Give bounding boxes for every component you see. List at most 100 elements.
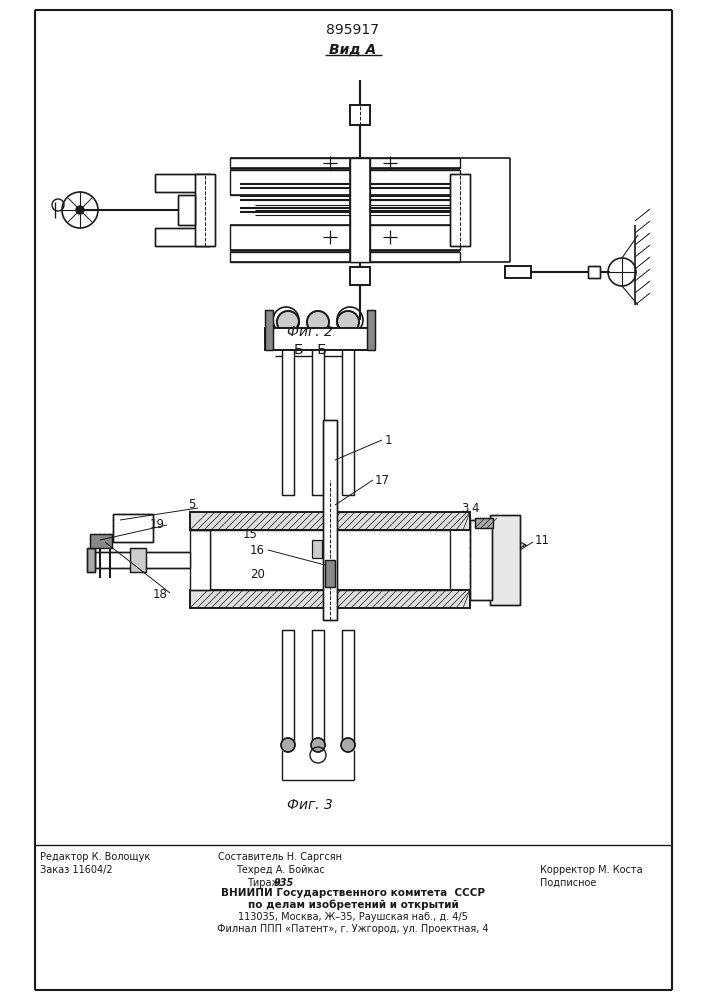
Bar xyxy=(113,514,153,542)
Text: Б - Б: Б - Б xyxy=(293,343,327,357)
Circle shape xyxy=(341,738,355,752)
Bar xyxy=(282,320,294,495)
Bar xyxy=(342,320,354,495)
Text: Редактор К. Волощук: Редактор К. Волощук xyxy=(40,852,151,862)
Bar xyxy=(195,174,215,246)
Text: 3: 3 xyxy=(461,502,469,514)
Bar xyxy=(230,158,460,168)
Text: 1: 1 xyxy=(385,434,392,446)
Bar xyxy=(342,630,354,745)
Text: 16: 16 xyxy=(250,544,265,556)
Text: 19: 19 xyxy=(150,518,165,532)
Bar xyxy=(230,225,460,250)
Bar xyxy=(475,518,493,528)
Text: Фиг. 3: Фиг. 3 xyxy=(287,798,333,812)
Bar xyxy=(230,252,460,262)
Bar xyxy=(312,540,322,558)
Bar xyxy=(195,174,215,246)
Bar xyxy=(312,630,324,745)
Bar xyxy=(312,630,324,745)
Bar xyxy=(312,320,324,495)
Text: 11: 11 xyxy=(535,534,550,546)
Bar xyxy=(505,266,531,278)
Bar xyxy=(450,174,470,246)
Bar xyxy=(350,267,370,285)
Text: Техред А. Бойкас: Техред А. Бойкас xyxy=(235,865,325,875)
Bar xyxy=(325,560,335,587)
Text: Заказ 11604/2: Заказ 11604/2 xyxy=(40,865,112,875)
Text: 20: 20 xyxy=(250,568,265,582)
Text: ВНИИПИ Государственного комитета  СССР: ВНИИПИ Государственного комитета СССР xyxy=(221,888,485,898)
Circle shape xyxy=(76,206,84,214)
Bar xyxy=(155,174,210,192)
Text: 15: 15 xyxy=(243,528,258,542)
Bar xyxy=(470,520,492,600)
Bar xyxy=(505,266,531,278)
Bar xyxy=(265,310,273,350)
Circle shape xyxy=(281,738,295,752)
Bar xyxy=(323,420,337,620)
Text: Подписное: Подписное xyxy=(540,878,597,888)
Circle shape xyxy=(277,311,299,333)
Bar xyxy=(190,530,210,590)
Bar xyxy=(342,320,354,495)
Bar xyxy=(350,105,370,125)
Bar xyxy=(265,328,375,350)
Text: Фиг. 2: Фиг. 2 xyxy=(287,325,333,339)
Circle shape xyxy=(337,311,359,333)
Bar xyxy=(87,548,95,572)
Bar xyxy=(475,518,493,528)
Text: 5: 5 xyxy=(189,498,196,512)
Text: Филнал ППП «Патент», г. Ужгород, ул. Проектная, 4: Филнал ППП «Патент», г. Ужгород, ул. Про… xyxy=(217,924,489,934)
Text: 113035, Москва, Ж–35, Раушская наб., д. 4/5: 113035, Москва, Ж–35, Раушская наб., д. … xyxy=(238,912,468,922)
Bar xyxy=(350,267,370,285)
Text: 4: 4 xyxy=(472,502,479,514)
Bar xyxy=(90,534,112,548)
Bar xyxy=(282,630,294,745)
Bar xyxy=(190,512,470,530)
Bar xyxy=(265,328,375,350)
Text: Корректор М. Коста: Корректор М. Коста xyxy=(540,865,643,875)
Text: по делам изобретений и открытий: по делам изобретений и открытий xyxy=(247,900,458,910)
Bar xyxy=(350,105,370,125)
Bar xyxy=(230,170,460,195)
Bar xyxy=(367,310,375,350)
Bar xyxy=(265,310,273,350)
Bar xyxy=(588,266,600,278)
Bar xyxy=(323,420,337,620)
Bar xyxy=(178,195,195,225)
Bar xyxy=(87,548,95,572)
Bar xyxy=(350,158,370,262)
Bar xyxy=(155,228,210,246)
Bar xyxy=(113,514,153,542)
Circle shape xyxy=(307,311,329,333)
Bar xyxy=(190,590,470,608)
Bar xyxy=(95,552,190,568)
Bar xyxy=(450,174,470,246)
Bar xyxy=(588,266,600,278)
Text: 895917: 895917 xyxy=(327,23,380,37)
Circle shape xyxy=(311,738,325,752)
Text: Вид А: Вид А xyxy=(329,43,377,57)
Bar xyxy=(490,515,520,605)
Bar xyxy=(155,228,210,246)
Bar xyxy=(90,534,112,548)
Bar xyxy=(130,548,146,572)
Bar xyxy=(367,310,375,350)
Bar xyxy=(342,630,354,745)
Bar xyxy=(190,590,470,608)
Bar xyxy=(470,520,492,600)
Text: 17: 17 xyxy=(375,474,390,487)
Bar xyxy=(178,195,195,225)
Text: Тираж: Тираж xyxy=(247,878,284,888)
Bar xyxy=(130,548,146,572)
Bar xyxy=(155,174,210,192)
Bar xyxy=(490,515,520,605)
Bar xyxy=(282,630,294,745)
Bar xyxy=(312,320,324,495)
Bar xyxy=(325,560,335,587)
Bar xyxy=(190,512,470,530)
Text: 935: 935 xyxy=(274,878,294,888)
Bar xyxy=(282,320,294,495)
Text: Составитель Н. Саргсян: Составитель Н. Саргсян xyxy=(218,852,342,862)
